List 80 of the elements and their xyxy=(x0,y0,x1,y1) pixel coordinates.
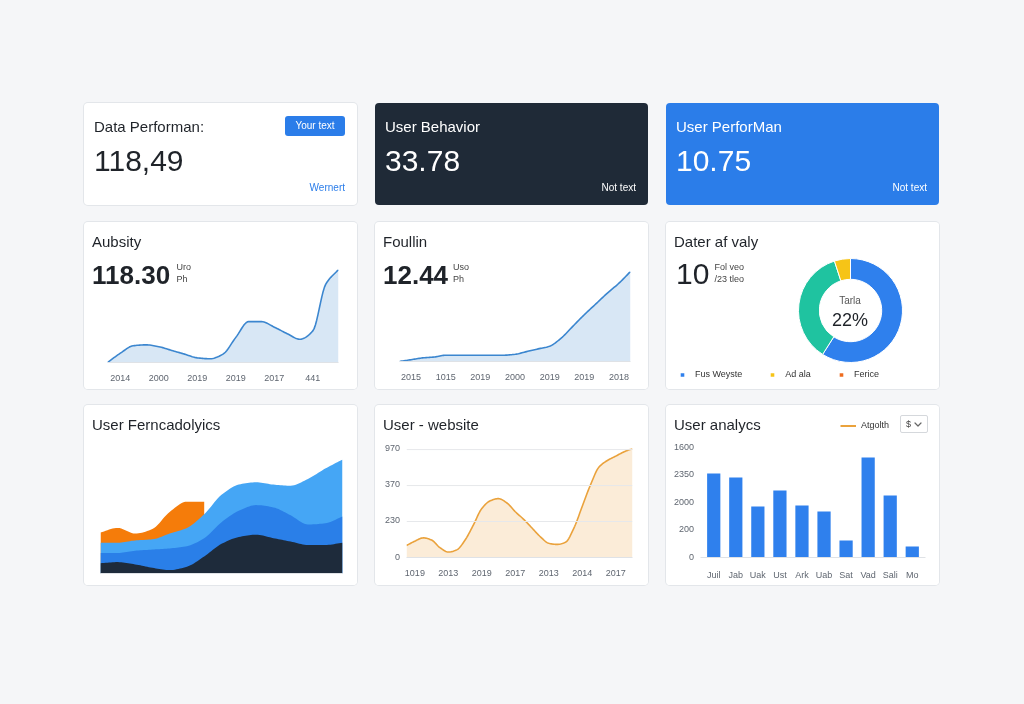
bar xyxy=(751,506,765,558)
text: 230 xyxy=(384,515,400,526)
x-tick-label: 2019 xyxy=(574,371,595,382)
text: /23 tleo xyxy=(714,274,744,285)
annotation: 118.30 xyxy=(92,259,171,290)
x-tick-label: 1015 xyxy=(435,371,456,382)
x-tick-label: 2017 xyxy=(505,567,526,578)
text: 10 xyxy=(676,256,710,290)
x-tick-label: 2013 xyxy=(538,567,559,578)
text: 0 xyxy=(394,551,400,562)
x-tick-label: Ust xyxy=(773,569,788,580)
x-tick-label: 2000 xyxy=(148,372,169,383)
x-tick-label: Uab xyxy=(815,569,833,580)
chart-title: User - website xyxy=(383,416,479,434)
x-tick-label: Ark xyxy=(795,569,810,580)
x-tick-label: 2019 xyxy=(539,371,560,382)
bar xyxy=(729,477,743,558)
text: 118,49 xyxy=(94,143,184,177)
text: 370 xyxy=(384,478,400,489)
chart-title: Dater af valy xyxy=(674,233,759,251)
bar xyxy=(817,511,831,558)
annotation: Uro xyxy=(176,262,192,273)
legend-label: Ferice xyxy=(853,369,879,379)
text: 0 xyxy=(688,551,694,562)
x-tick-label: Juil xyxy=(706,569,721,580)
annotation: Uso xyxy=(453,262,470,273)
text: Fol veo xyxy=(714,262,744,273)
bar xyxy=(861,457,875,558)
text: Not text xyxy=(601,181,636,193)
text: Wernert xyxy=(309,181,345,193)
text: Data Performan: xyxy=(94,118,205,136)
bar xyxy=(707,473,721,558)
annotation: Ph xyxy=(176,274,188,285)
text: 1600 xyxy=(673,441,694,452)
text: $ xyxy=(906,419,912,429)
x-tick-label: Uak xyxy=(749,569,767,580)
bar xyxy=(773,490,787,558)
legend-label: Atgolth xyxy=(861,420,890,430)
x-tick-label: Jab xyxy=(728,569,744,580)
text: User PerforMan xyxy=(676,118,782,136)
chart-title: Aubsity xyxy=(92,233,142,251)
text: 970 xyxy=(384,442,400,453)
bar xyxy=(839,540,853,558)
x-tick-label: Mo xyxy=(906,569,919,580)
text: 2350 xyxy=(673,469,694,479)
text: 2000 xyxy=(673,496,694,507)
x-tick-label: 2015 xyxy=(401,371,422,382)
x-tick-label: 2019 xyxy=(471,567,492,578)
x-tick-label: Sat xyxy=(839,569,854,580)
chart-title: Foullin xyxy=(383,233,428,251)
x-tick-label: 2019 xyxy=(187,372,208,383)
x-tick-label: 441 xyxy=(305,372,321,383)
x-tick-label: 2013 xyxy=(438,567,459,578)
x-tick-label: 2017 xyxy=(264,372,285,383)
text: Your text xyxy=(285,116,345,136)
text: 200 xyxy=(678,524,694,534)
annotation: 12.44 xyxy=(383,259,449,290)
x-tick-label: 2000 xyxy=(504,371,526,382)
bar xyxy=(883,495,897,558)
text: Not text xyxy=(892,181,927,193)
legend-label: Fus Weyste xyxy=(695,369,743,379)
x-tick-label: 2017 xyxy=(605,567,626,578)
text: User Behavior xyxy=(385,118,481,136)
annotation: Ph xyxy=(453,274,465,285)
bar xyxy=(795,505,809,558)
x-tick-label: 1019 xyxy=(404,567,425,578)
x-tick-label: Vad xyxy=(860,569,876,580)
x-tick-label: 2014 xyxy=(110,372,131,383)
text: 33.78 xyxy=(385,143,461,177)
legend-label: Ad ala xyxy=(785,369,811,379)
chart-title: User Ferncadolyics xyxy=(92,416,221,434)
x-tick-label: Sali xyxy=(882,569,898,580)
x-tick-label: 2018 xyxy=(608,371,629,382)
text: 22% xyxy=(831,309,869,330)
x-tick-label: 2019 xyxy=(225,372,246,383)
x-tick-label: 2019 xyxy=(470,371,491,382)
text: Tarla xyxy=(839,294,861,306)
text: 10.75 xyxy=(676,143,752,177)
x-tick-label: 2014 xyxy=(572,567,593,578)
chart-title: User analycs xyxy=(674,416,761,434)
